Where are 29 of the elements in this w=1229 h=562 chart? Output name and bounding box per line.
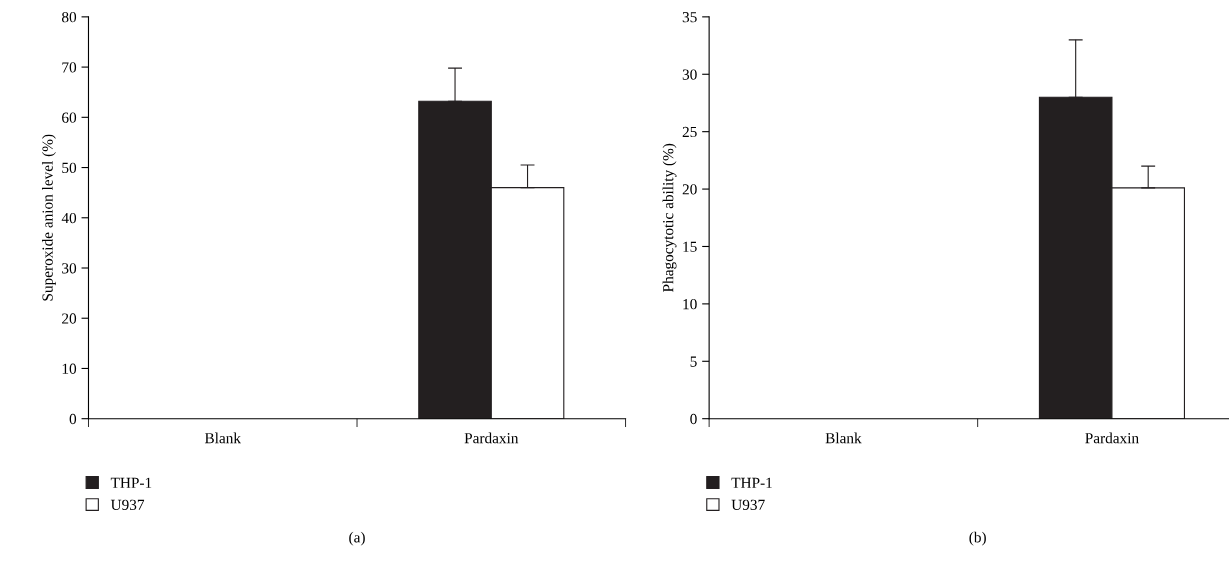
y-axis-title: Phagocytotic ability (%) — [662, 143, 677, 293]
y-tick-label: 30 — [682, 69, 697, 80]
text: (a) — [349, 531, 365, 546]
x-tick-label: Blank — [825, 432, 862, 444]
y-tick-label: 60 — [62, 112, 77, 123]
y-tick-label: 80 — [61, 12, 77, 23]
y-tick-label: 25 — [682, 126, 697, 138]
y-tick-label: 0 — [690, 413, 697, 425]
y-tick-label: 0 — [69, 413, 77, 425]
text: (b) — [969, 531, 986, 546]
y-tick-label: 35 — [682, 12, 697, 23]
y-tick-label: 70 — [62, 62, 77, 73]
y-tick-label: 10 — [683, 299, 697, 310]
x-tick-label: Pardaxin — [464, 432, 519, 444]
x-tick-label: Blank — [204, 432, 241, 444]
y-tick-label: 30 — [62, 263, 77, 274]
y-tick-label: 20 — [62, 313, 77, 324]
legend-label: U937 — [731, 499, 765, 510]
y-tick-label: 15 — [683, 241, 697, 252]
x-tick-label: Pardaxin — [1085, 432, 1139, 444]
y-tick-label: 10 — [62, 363, 77, 374]
legend-label: THP-1 — [110, 477, 152, 488]
legend-label: U937 — [110, 499, 145, 510]
y-tick-label: 40 — [61, 212, 77, 224]
y-tick-label: 20 — [682, 184, 697, 195]
legend-label: THP-1 — [731, 477, 772, 488]
y-tick-label: 5 — [690, 356, 697, 367]
y-axis-title: Superoxide anion level (%) — [41, 134, 56, 301]
y-tick-label: 50 — [62, 162, 77, 173]
